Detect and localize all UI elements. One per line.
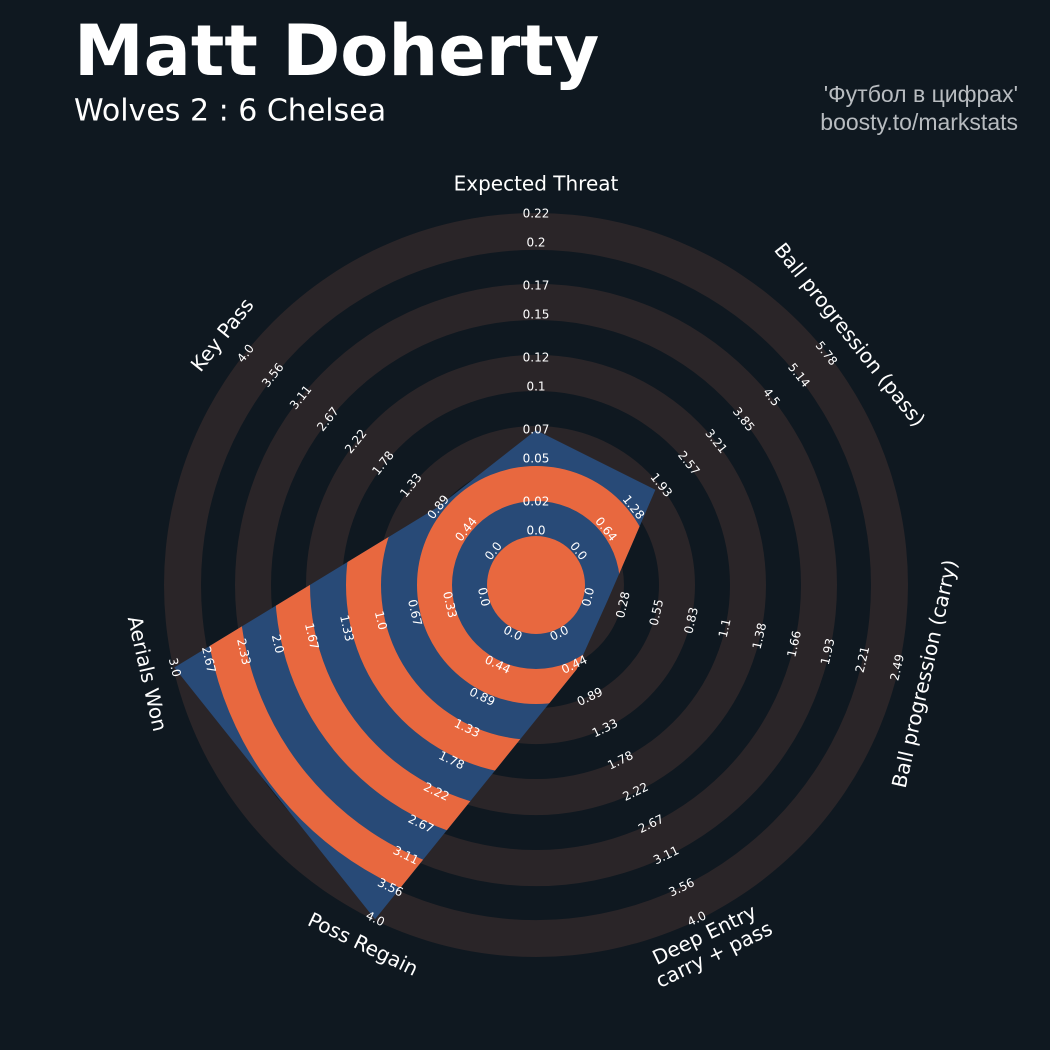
tick-label: 1.1 xyxy=(716,617,734,639)
tick-label: 1.66 xyxy=(784,629,804,658)
tick-label: 0.15 xyxy=(523,307,550,321)
tick-label: 0.1 xyxy=(526,379,545,393)
tick-label: 0.05 xyxy=(523,451,550,465)
chart-title: Matt Doherty xyxy=(74,10,599,92)
tick-label: 0.02 xyxy=(523,495,550,509)
tick-label: 0.17 xyxy=(523,279,550,293)
credit: boosty.to/markstats xyxy=(820,109,1018,135)
tick-label: 1.0 xyxy=(372,610,390,632)
tick-label: 2.0 xyxy=(269,633,287,655)
tick-label: 2.49 xyxy=(887,653,907,682)
tick-label: 1.33 xyxy=(337,614,357,643)
chart-subtitle: Wolves 2 : 6 Chelsea xyxy=(74,94,386,129)
tick-label: 0.28 xyxy=(613,590,633,619)
tick-label: 0.2 xyxy=(526,235,545,249)
tick-label: 0.33 xyxy=(440,590,460,619)
tick-label: 1.38 xyxy=(750,621,770,650)
tick-label: 0.0 xyxy=(475,586,493,608)
tick-label: 0.12 xyxy=(523,351,550,365)
tick-label: 3.0 xyxy=(166,657,184,679)
tick-label: 0.83 xyxy=(681,606,701,635)
tick-label: 1.67 xyxy=(302,622,322,651)
tick-label: 0.55 xyxy=(647,598,667,627)
param-label: Expected Threat xyxy=(454,172,619,196)
tick-label: 0.0 xyxy=(579,586,597,608)
tick-label: 2.21 xyxy=(853,645,873,674)
tick-label: 1.93 xyxy=(818,637,838,666)
tick-label: 0.07 xyxy=(523,423,550,437)
tick-label: 2.67 xyxy=(199,645,219,674)
ring xyxy=(487,536,585,634)
tick-label: 0.0 xyxy=(526,524,545,538)
tick-label: 2.33 xyxy=(234,637,254,666)
tick-label: 0.22 xyxy=(523,207,550,221)
tick-label: 0.67 xyxy=(405,598,425,627)
credit: 'Футбол в цифрах' xyxy=(824,81,1018,107)
